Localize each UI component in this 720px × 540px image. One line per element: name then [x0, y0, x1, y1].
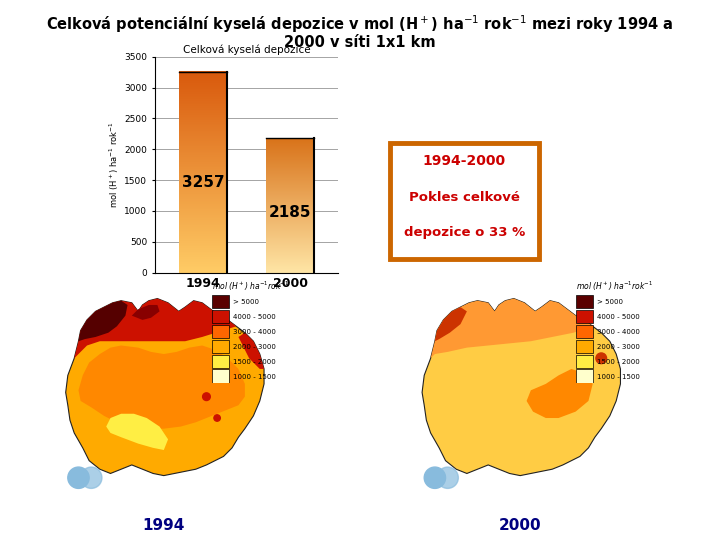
Polygon shape [435, 307, 467, 341]
Polygon shape [132, 305, 160, 320]
Polygon shape [78, 346, 245, 429]
Text: Celková potenciální kyselá depozice v mol (H$^+$) ha$^{-1}$ rok$^{-1}$ mezi roky: Celková potenciální kyselá depozice v mo… [46, 14, 674, 35]
Text: 1500 - 2000: 1500 - 2000 [233, 359, 276, 365]
Bar [212, 325, 229, 338]
Circle shape [596, 353, 606, 363]
Polygon shape [431, 299, 593, 359]
Polygon shape [66, 299, 264, 476]
Text: > 5000: > 5000 [233, 300, 259, 306]
Circle shape [202, 393, 210, 401]
Text: 2000 v síti 1x1 km: 2000 v síti 1x1 km [284, 35, 436, 50]
Text: mol (H$^+$) ha$^{-1}$rok$^{-1}$: mol (H$^+$) ha$^{-1}$rok$^{-1}$ [212, 279, 289, 293]
Polygon shape [107, 414, 168, 450]
Text: Pokles celkové: Pokles celkové [409, 191, 520, 204]
Bar [576, 310, 593, 323]
Circle shape [68, 467, 89, 488]
Text: 1000 - 1500: 1000 - 1500 [233, 374, 276, 380]
Text: 2000 - 3000: 2000 - 3000 [233, 344, 276, 350]
Text: 1000 - 1500: 1000 - 1500 [597, 374, 639, 380]
Bar [576, 295, 593, 308]
Text: 1994: 1994 [143, 518, 185, 534]
Text: 1994-2000: 1994-2000 [423, 154, 506, 168]
Text: 2185: 2185 [269, 205, 312, 220]
Polygon shape [74, 299, 236, 359]
Text: mol (H$^+$) ha$^{-1}$rok$^{-1}$: mol (H$^+$) ha$^{-1}$rok$^{-1}$ [576, 279, 653, 293]
Text: 2000 - 3000: 2000 - 3000 [597, 344, 639, 350]
Polygon shape [238, 333, 264, 369]
Text: 4000 - 5000: 4000 - 5000 [233, 314, 276, 320]
Bar [576, 325, 593, 338]
Bar [212, 310, 229, 323]
Text: depozice o 33 %: depozice o 33 % [404, 226, 525, 239]
FancyBboxPatch shape [390, 143, 539, 259]
Text: 3000 - 4000: 3000 - 4000 [597, 329, 639, 335]
Text: 3257: 3257 [181, 175, 224, 190]
Polygon shape [526, 369, 593, 418]
Text: 1500 - 2000: 1500 - 2000 [597, 359, 639, 365]
Bar [576, 355, 593, 368]
Title: Celková kyselá depozice: Celková kyselá depozice [183, 44, 310, 55]
Circle shape [81, 467, 102, 488]
Bar [212, 295, 229, 308]
Bar [212, 355, 229, 368]
Polygon shape [422, 299, 621, 476]
Bar [212, 369, 229, 382]
Circle shape [437, 467, 459, 488]
Text: > 5000: > 5000 [597, 300, 623, 306]
Circle shape [424, 467, 446, 488]
Text: 2000: 2000 [499, 518, 541, 534]
Text: 3000 - 4000: 3000 - 4000 [233, 329, 276, 335]
Bar [576, 340, 593, 353]
Circle shape [214, 415, 220, 421]
Y-axis label: mol (H$^+$) ha$^{-1}$ rok$^{-1}$: mol (H$^+$) ha$^{-1}$ rok$^{-1}$ [108, 122, 122, 208]
Text: 4000 - 5000: 4000 - 5000 [597, 314, 639, 320]
Bar [576, 369, 593, 382]
Bar [212, 340, 229, 353]
Polygon shape [78, 301, 127, 341]
